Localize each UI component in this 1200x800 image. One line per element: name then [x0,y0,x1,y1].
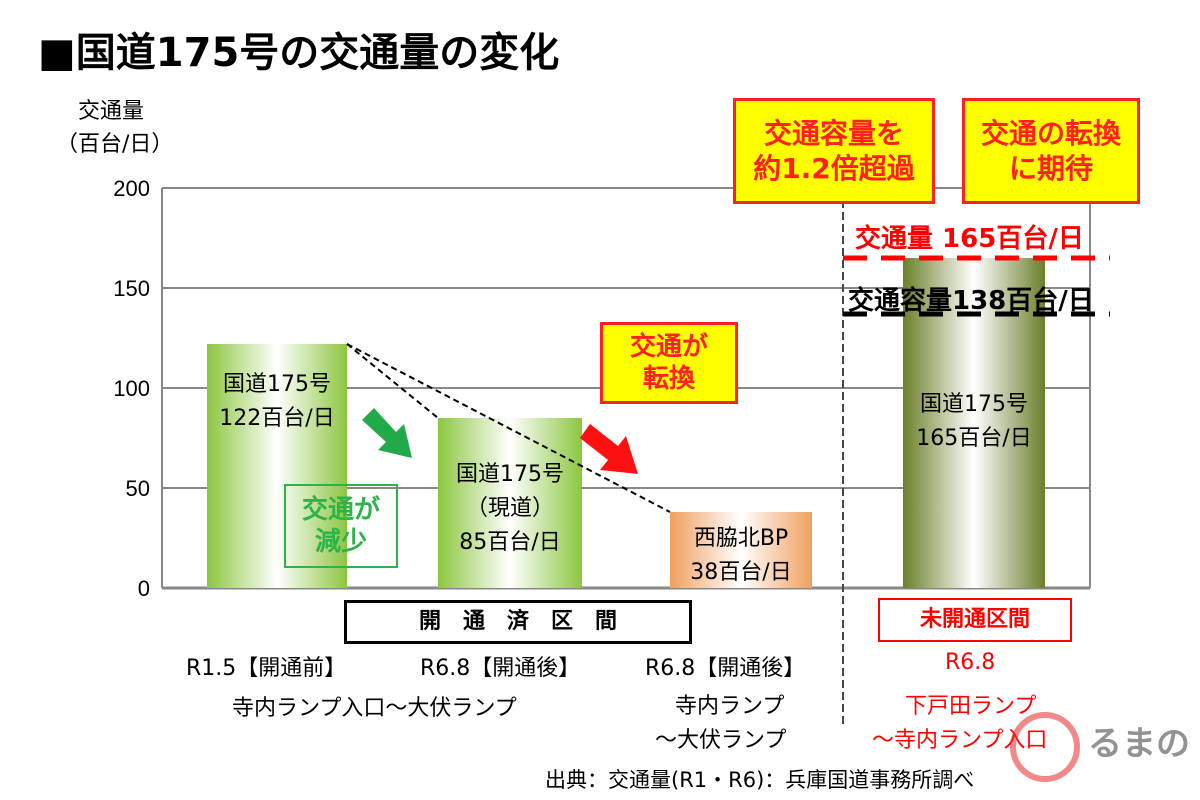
xlabel-c4: R6.8 [945,650,996,675]
bar-label: （現道） [466,496,554,521]
xlabel-c2: R6.8【開通後】 [420,656,581,681]
chart-title: ■国道175号の交通量の変化 [38,30,560,76]
bar-label: 国道175号 [223,372,331,397]
bar-label: 38百台/日 [690,560,791,585]
y-tick-label: 50 [126,476,150,501]
ref-label-capacity: 交通容量138百台/日 [848,286,1094,316]
bar-label: 122百台/日 [219,406,334,431]
xlabel-c12: 寺内ランプ入口～大伏ランプ [232,696,517,721]
bar-label: 165百台/日 [916,426,1031,451]
y-tick-label: 100 [113,376,150,401]
annotation-decrease: 交通が 減少 [284,484,398,568]
annotation-over-capacity: 交通容量を 約1.2倍超過 [733,98,935,204]
bar [670,512,812,588]
ref-label-traffic: 交通量 165百台/日 [855,224,1084,254]
xlabel-c3: R6.8【開通後】 [645,656,806,681]
source-note: 出典：交通量(R1・R6)：兵庫国道事務所調べ [545,768,975,792]
xlabel-c3a: 寺内ランプ [675,694,785,719]
xlabel-c4a: 下戸田ランプ [905,694,1037,719]
annotation-shift: 交通が 転換 [600,322,738,404]
annotation-expect-shift: 交通の転換 に期待 [962,98,1140,204]
connector-line [346,343,671,513]
logo [1010,712,1080,782]
bar [438,418,582,588]
logo-text: るまの [1088,724,1190,764]
y-tick-label: 150 [113,276,150,301]
group-unopened: 未開通区間 [878,598,1072,642]
xlabel-c3b: ～大伏ランプ [655,728,787,753]
bar-label: 国道175号 [920,392,1028,417]
y-tick-label: 0 [138,576,150,601]
arrow-down-right-icon [362,408,412,458]
bar-label: 西脇北BP [694,526,788,551]
y-tick-label: 200 [113,176,150,201]
bar-label: 国道175号 [456,462,564,487]
group-opened: 開 通 済 区 間 [344,600,692,644]
bar [207,344,347,588]
arrow-down-right-icon [580,424,638,474]
y-axis-unit: （百台/日） [56,132,174,157]
connector-line [346,343,439,419]
bar-label: 85百台/日 [459,530,560,555]
y-axis-label: 交通量 [78,99,145,124]
xlabel-c1: R1.5【開通前】 [186,656,347,681]
